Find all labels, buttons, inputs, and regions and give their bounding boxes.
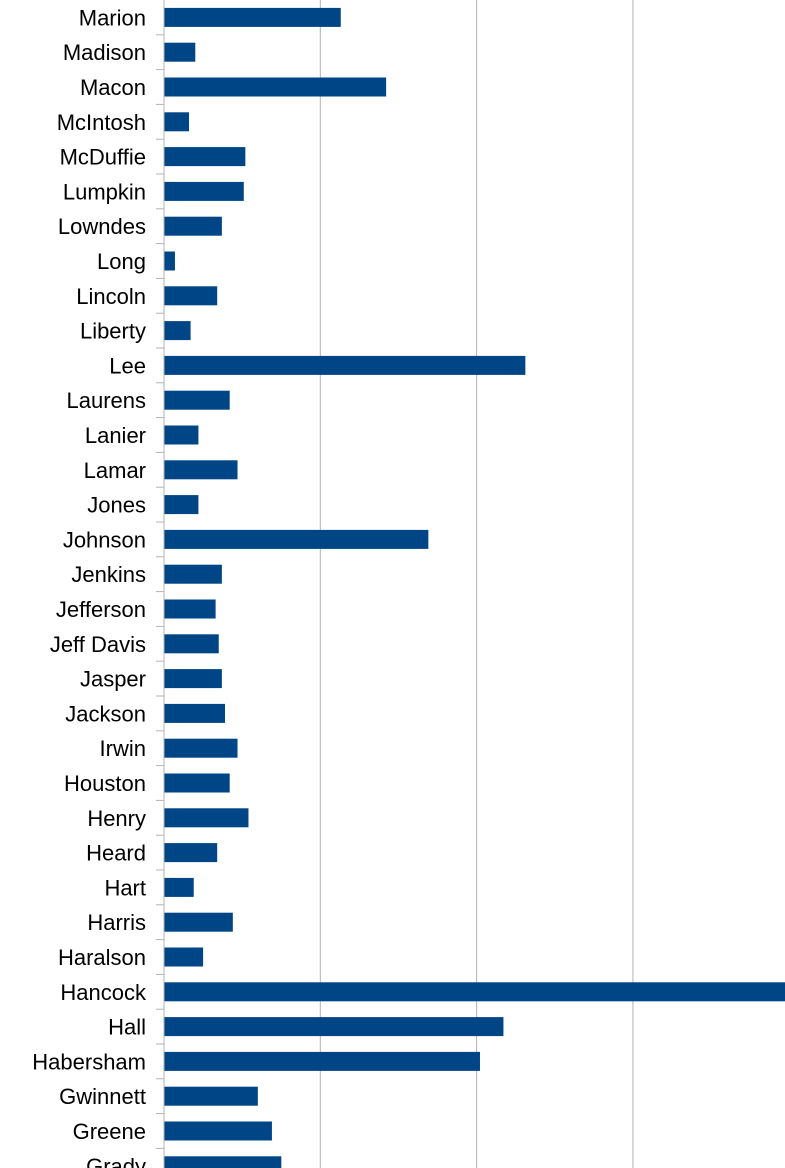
category-labels: Marion Madison Macon McIntosh McDuffie Lumpki… [32,5,147,1168]
bar-lanier [164,425,199,445]
category-axis [156,0,165,1168]
category-label: Lanier [85,423,146,448]
bar-laurens [164,390,230,410]
bar-irwin [164,738,238,758]
bar-jasper [164,669,222,689]
bar-houston [164,773,230,793]
bar-jones [164,495,199,515]
bar-macon [164,77,387,97]
category-label: Lowndes [58,214,146,239]
bar-jenkins [164,564,222,584]
bar-liberty [164,321,191,341]
category-label: Hart [104,875,146,900]
bar-jefferson [164,599,216,619]
bar-mcintosh [164,112,190,132]
bar-lumpkin [164,181,244,201]
category-label: Hancock [60,980,147,1005]
bar-henry [164,808,249,828]
bar-marion [164,7,341,27]
category-label: Jenkins [71,562,146,587]
bar-hancock [164,982,785,1002]
category-label: Henry [87,806,146,831]
category-label: Habersham [32,1049,146,1074]
bar-habersham [164,1051,480,1071]
bar-lowndes [164,216,222,236]
category-label: Liberty [80,319,146,344]
bar-gwinnett [164,1086,258,1106]
category-label: McIntosh [57,110,146,135]
bar-hall [164,1017,504,1037]
category-label: Lee [109,353,146,378]
category-label: Houston [64,771,146,796]
category-label: Macon [80,75,146,100]
category-label: Heard [86,841,146,866]
gridlines [319,0,634,1168]
bar-jeff-davis [164,634,219,654]
category-label: Gwinnett [59,1084,146,1109]
bar-harris [164,912,233,932]
bar-mcduffie [164,147,246,167]
bar-hart [164,877,194,897]
bar-lee [164,355,526,375]
category-label: Lamar [84,458,146,483]
category-label: Laurens [66,388,146,413]
category-label: Haralson [58,945,146,970]
category-label: Jackson [65,701,146,726]
category-label: Jones [87,493,146,518]
bar-grady [164,1156,282,1168]
category-label: Jeff Davis [50,632,146,657]
category-label: Jefferson [56,597,146,622]
category-label: Long [97,249,146,274]
bar-haralson [164,947,204,967]
category-label: Jasper [80,667,146,692]
bar-madison [164,42,196,62]
category-label: Irwin [100,736,146,761]
category-label: Johnson [63,527,146,552]
bar-long [164,251,175,271]
bar-johnson [164,529,429,549]
category-label: Harris [87,910,146,935]
bar-lamar [164,460,238,480]
category-label: McDuffie [60,145,146,170]
category-label: Madison [63,40,146,65]
bars [164,7,785,1168]
category-label: Greene [73,1119,146,1144]
category-label: Hall [108,1015,146,1040]
category-label: Marion [79,5,146,30]
bar-heard [164,843,218,863]
category-label: Lincoln [76,284,146,309]
category-label: Grady [86,1154,146,1168]
bar-jackson [164,703,226,723]
category-label: Lumpkin [63,179,146,204]
bar-greene [164,1121,272,1141]
bar-lincoln [164,286,218,306]
